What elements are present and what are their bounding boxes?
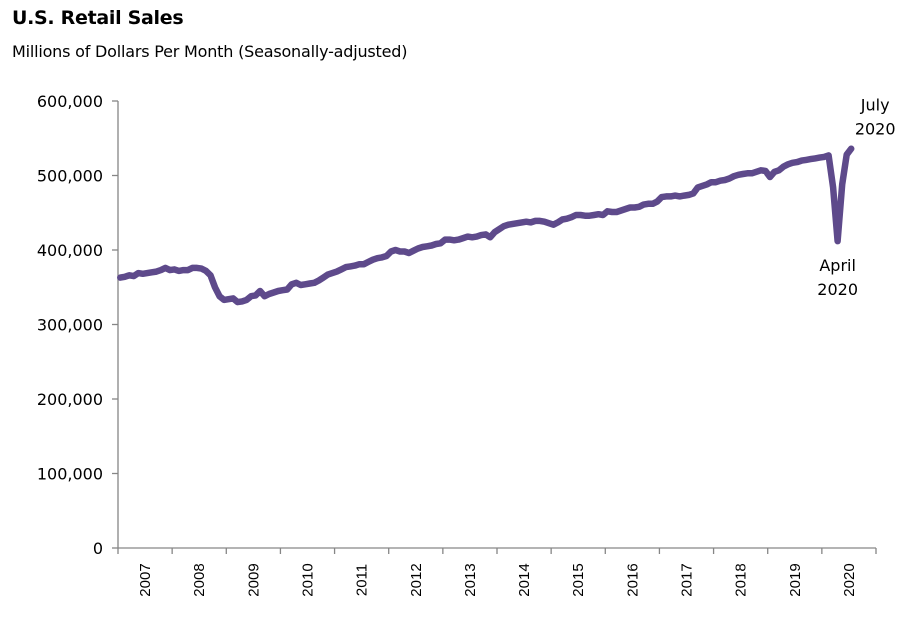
annotation-label: 2020 (817, 280, 858, 299)
y-tick-label: 100,000 (37, 465, 103, 484)
series-line-retail-sales (117, 145, 855, 306)
x-tick-label: 2007 (137, 563, 154, 596)
x-tick-labels: 2007 2008 2009 2010 2011 2012 2013 2014 2015 2016… (137, 563, 858, 596)
x-tick-label: 2020 (841, 563, 858, 596)
x-tick-label: 2013 (462, 563, 479, 596)
x-tick-label: 2014 (516, 563, 533, 596)
y-tick-label: 300,000 (37, 316, 103, 335)
annotations: July 2020 April 2020 (817, 96, 895, 299)
plot-area (117, 145, 855, 306)
x-tick-label: 2010 (300, 563, 317, 596)
x-tick-label: 2012 (408, 563, 425, 596)
annotation-label: 2020 (855, 120, 896, 139)
axes (112, 100, 877, 554)
x-tick-label: 2011 (354, 564, 371, 596)
y-tick-label: 200,000 (37, 390, 103, 409)
y-tick-label: 0 (93, 539, 103, 558)
x-tick-label: 2018 (733, 563, 750, 596)
x-tick-label: 2019 (787, 563, 804, 596)
y-tick-labels: 0 100,000 200,000 300,000 400,000 500,000 600,… (37, 92, 103, 558)
x-tick-label: 2017 (679, 563, 696, 596)
x-tick-label: 2009 (245, 563, 262, 596)
annotation-label: July (860, 96, 890, 115)
y-tick-label: 400,000 (37, 241, 103, 260)
annotation-label: April (819, 256, 856, 275)
y-tick-label: 500,000 (37, 167, 103, 186)
x-tick-label: 2016 (624, 563, 641, 596)
x-tick-label: 2015 (570, 563, 587, 596)
chart-subtitle: Millions of Dollars Per Month (Seasonall… (12, 42, 408, 61)
x-tick-label: 2008 (191, 563, 208, 596)
y-tick-label: 600,000 (37, 92, 103, 111)
chart-title: U.S. Retail Sales (12, 7, 184, 29)
